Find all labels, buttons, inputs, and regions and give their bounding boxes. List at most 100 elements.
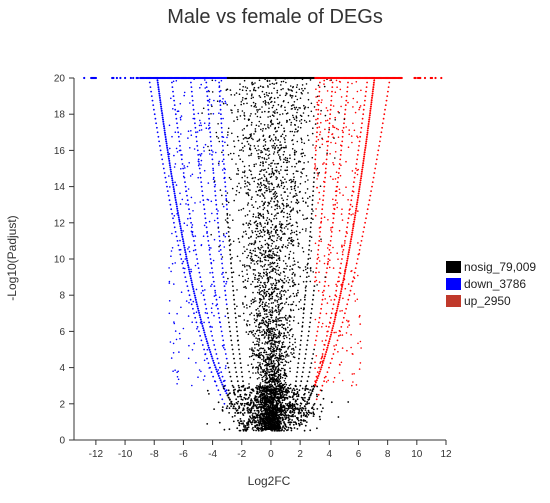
nosig-point [254, 247, 256, 250]
up-point [353, 216, 356, 219]
nosig-point [241, 413, 244, 415]
nosig-point [250, 398, 253, 401]
nosig-point [286, 223, 288, 226]
nosig-point [252, 333, 254, 336]
nosig-point [297, 161, 300, 163]
down-point [158, 140, 161, 143]
nosig-point [269, 139, 272, 142]
nosig-point [272, 288, 274, 291]
nosig-point [291, 268, 294, 271]
nosig-point [300, 307, 303, 310]
nosig-point [257, 153, 259, 155]
nosig-point [264, 370, 267, 373]
nosig-point [313, 402, 316, 405]
down-point [176, 122, 178, 125]
nosig-point [312, 144, 314, 146]
nosig-point [266, 187, 268, 190]
nosig-point [264, 102, 267, 105]
nosig-point [249, 144, 252, 147]
nosig-point [310, 221, 312, 224]
nosig-point [271, 309, 273, 311]
down-point [190, 221, 193, 224]
down-point [173, 221, 175, 224]
nosig-point [279, 392, 282, 395]
nosig-point [343, 118, 346, 121]
nosig-point [254, 354, 256, 356]
nosig-point [255, 372, 257, 374]
nosig-point [285, 206, 288, 208]
nosig-point [241, 160, 244, 163]
down-point [192, 104, 195, 106]
up-point [359, 135, 362, 138]
nosig-point [270, 336, 273, 339]
nosig-point [250, 105, 253, 107]
up-point [329, 244, 331, 247]
nosig-point [229, 238, 231, 241]
nosig-point [280, 194, 283, 196]
nosig-point [247, 119, 250, 121]
nosig-point [299, 209, 301, 212]
down-point [179, 225, 182, 228]
nosig-point [271, 355, 273, 358]
nosig-point [255, 421, 257, 424]
nosig-point [269, 309, 271, 311]
nosig-point [293, 106, 296, 109]
up-point [318, 366, 320, 369]
nosig-point [261, 331, 263, 333]
nosig-point [279, 333, 281, 336]
nosig-point [246, 426, 249, 429]
down-point [226, 208, 228, 211]
nosig-point [295, 293, 298, 295]
down-point [210, 371, 213, 373]
nosig-point [319, 146, 321, 149]
nosig-point [260, 424, 263, 427]
nosig-point [250, 113, 252, 115]
nosig-point [245, 287, 247, 289]
up-point [318, 240, 321, 242]
nosig-point [262, 355, 265, 358]
up-point [348, 249, 351, 251]
nosig-point [256, 390, 258, 393]
nosig-point [307, 398, 310, 401]
down-point [202, 327, 205, 330]
nosig-point [250, 173, 253, 176]
nosig-point [267, 279, 270, 282]
nosig-point [242, 264, 244, 267]
up-point [344, 108, 347, 111]
down-point [205, 81, 208, 84]
nosig-point [233, 357, 235, 360]
nosig-point [268, 173, 271, 175]
nosig-point [300, 171, 302, 173]
nosig-point [255, 330, 258, 333]
up-point [360, 170, 363, 173]
nosig-point [301, 387, 304, 390]
nosig-point [267, 357, 270, 360]
nosig-point [250, 349, 253, 351]
nosig-point [229, 249, 231, 252]
nosig-point [290, 201, 293, 203]
down-point [161, 116, 164, 119]
nosig-point [347, 401, 350, 403]
nosig-point [258, 388, 261, 391]
nosig-point [288, 213, 291, 216]
nosig-point [270, 121, 273, 123]
nosig-point [275, 367, 277, 370]
nosig-point [252, 405, 254, 407]
nosig-point [265, 372, 267, 375]
nosig-point [308, 411, 310, 414]
down-point [165, 140, 168, 143]
nosig-point [226, 221, 228, 223]
nosig-point [261, 398, 264, 400]
nosig-point [275, 130, 277, 133]
nosig-point [300, 137, 303, 140]
nosig-point [277, 361, 280, 364]
nosig-point [270, 291, 273, 294]
down-point [187, 203, 190, 206]
nosig-point [293, 356, 296, 359]
nosig-point [230, 262, 232, 264]
nosig-point [289, 401, 291, 403]
down-point [201, 190, 204, 193]
up-point [315, 267, 318, 269]
down-point [198, 311, 201, 314]
up-point [381, 122, 384, 125]
